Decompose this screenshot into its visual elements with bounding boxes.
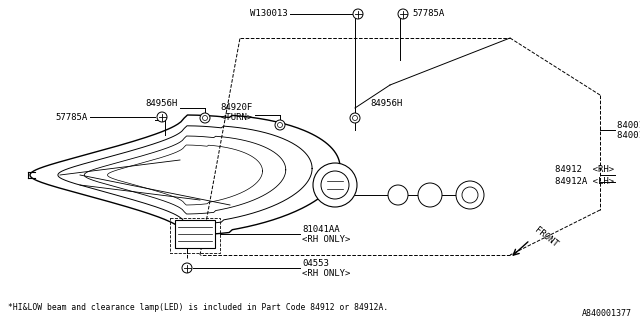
Text: <RH ONLY>: <RH ONLY> xyxy=(302,236,350,244)
Circle shape xyxy=(398,9,408,19)
Circle shape xyxy=(182,263,192,273)
Circle shape xyxy=(157,112,167,122)
Text: A840001377: A840001377 xyxy=(582,309,632,318)
Text: 84956H: 84956H xyxy=(146,99,178,108)
Circle shape xyxy=(353,116,358,121)
Circle shape xyxy=(456,181,484,209)
Circle shape xyxy=(200,113,210,123)
Text: 84920F: 84920F xyxy=(221,103,253,113)
Text: FRONT: FRONT xyxy=(533,225,560,249)
Text: 84001A <RH>: 84001A <RH> xyxy=(617,122,640,131)
Text: *HI&LOW beam and clearance lamp(LED) is included in Part Code 84912 or 84912A.: *HI&LOW beam and clearance lamp(LED) is … xyxy=(8,303,388,313)
Text: 81041AA: 81041AA xyxy=(302,226,340,235)
Circle shape xyxy=(278,123,282,127)
Circle shape xyxy=(313,163,357,207)
Circle shape xyxy=(350,113,360,123)
Text: 57785A: 57785A xyxy=(412,10,444,19)
Text: 84912  <RH>: 84912 <RH> xyxy=(555,165,614,174)
Circle shape xyxy=(202,116,207,121)
Text: W130013: W130013 xyxy=(250,10,288,19)
Circle shape xyxy=(418,183,442,207)
Circle shape xyxy=(321,171,349,199)
Text: 57785A: 57785A xyxy=(56,113,88,122)
Text: <RH ONLY>: <RH ONLY> xyxy=(302,269,350,278)
Text: 84912A <LH>: 84912A <LH> xyxy=(555,178,614,187)
Bar xyxy=(170,218,220,253)
Circle shape xyxy=(462,187,478,203)
Bar xyxy=(175,220,215,248)
Text: 84956H: 84956H xyxy=(370,99,403,108)
Text: 84001B <LH>: 84001B <LH> xyxy=(617,132,640,140)
Circle shape xyxy=(388,185,408,205)
Circle shape xyxy=(353,9,363,19)
Circle shape xyxy=(275,120,285,130)
Text: <TURN>: <TURN> xyxy=(221,114,253,123)
Text: 04553: 04553 xyxy=(302,260,329,268)
